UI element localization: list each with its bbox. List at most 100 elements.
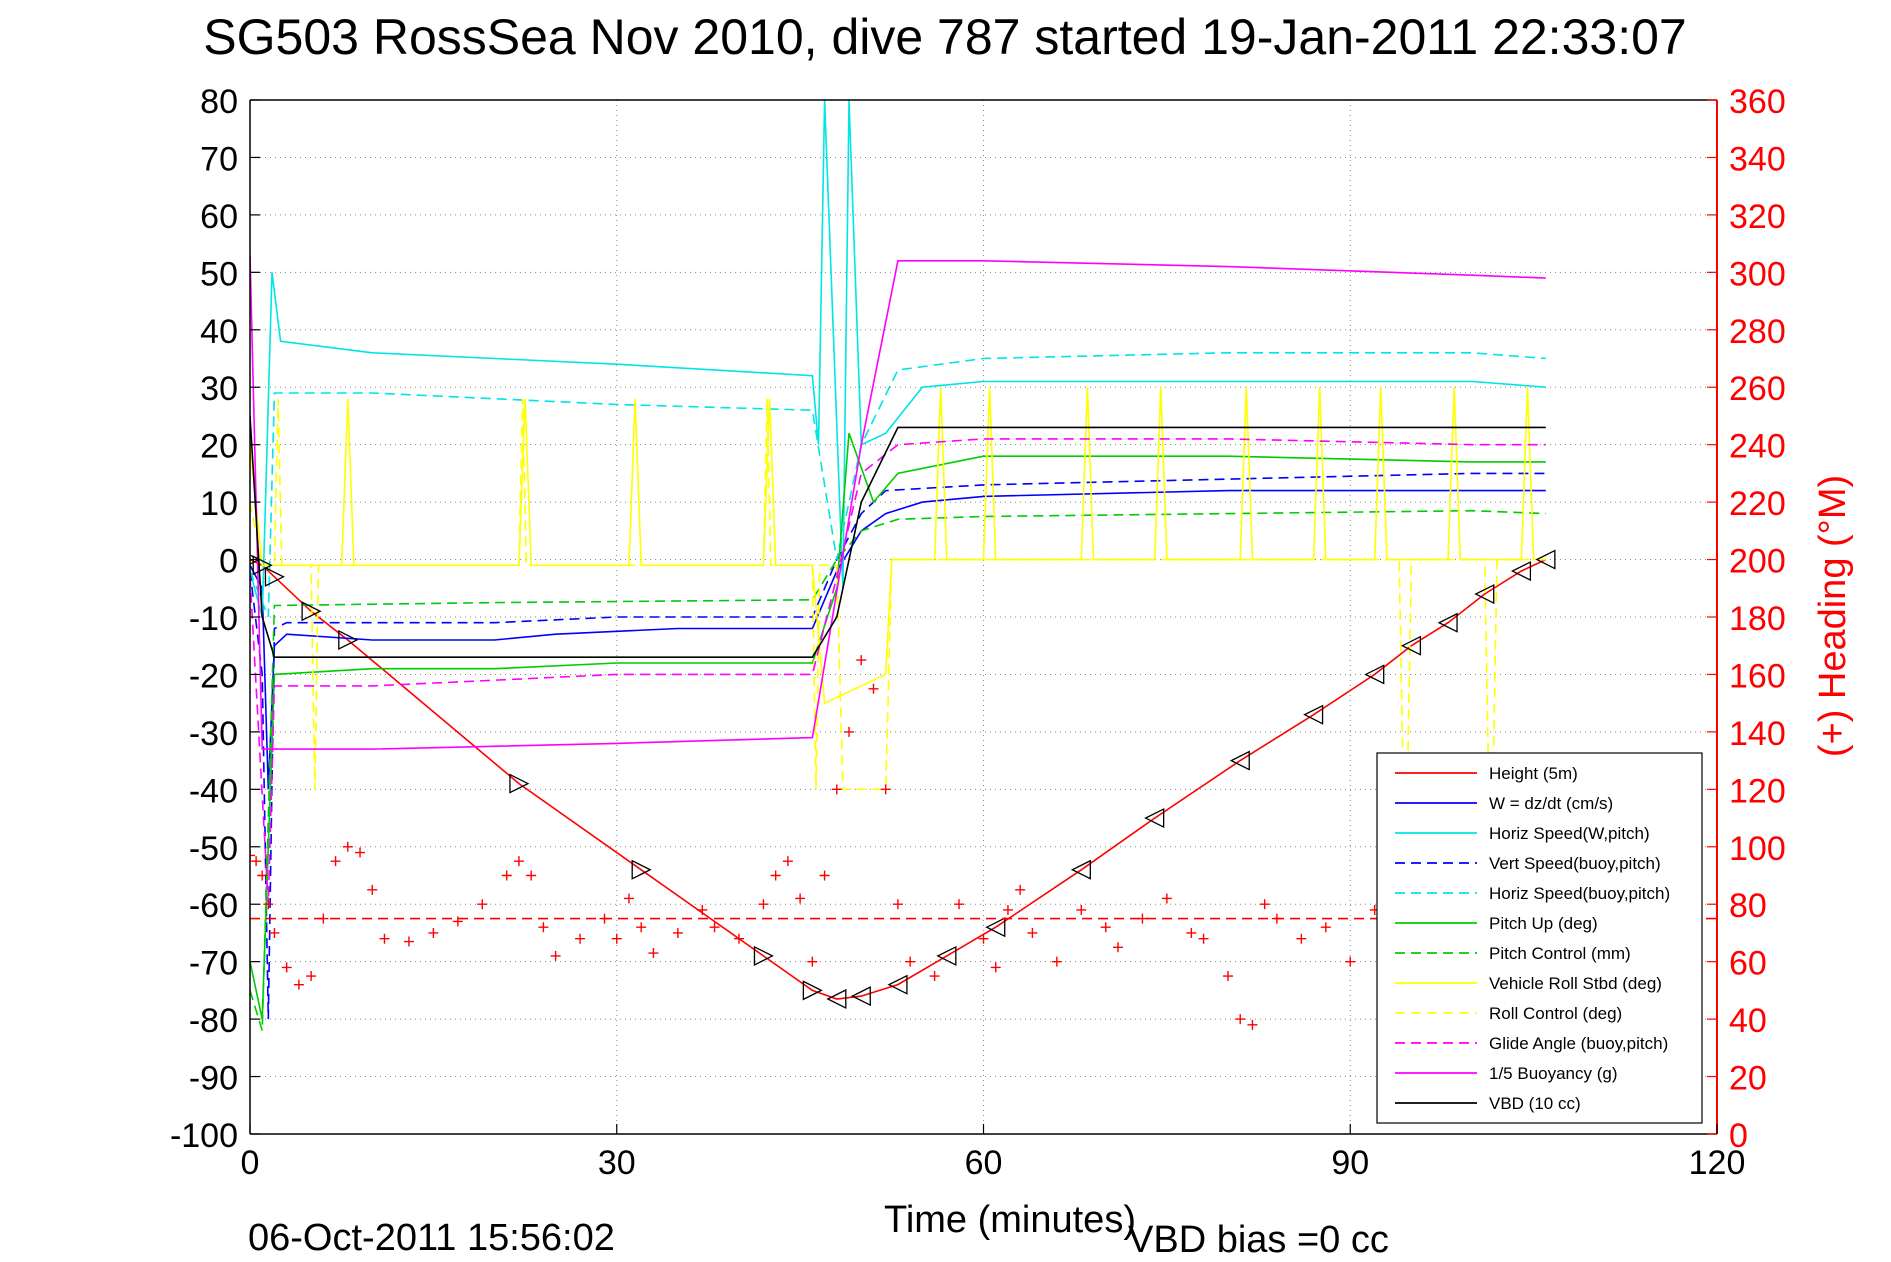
height-marker-18 <box>1364 664 1385 685</box>
heading-point-45 <box>905 956 916 967</box>
heading-point-22 <box>550 950 561 961</box>
heading-point-37 <box>807 956 818 967</box>
heading-point-35 <box>782 856 793 867</box>
legend-label-9: Glide Angle (buoy,pitch) <box>1489 1034 1668 1053</box>
height-marker-19 <box>1400 635 1422 656</box>
heading-point-8 <box>318 913 329 924</box>
height-marker-9 <box>826 988 847 1010</box>
heading-point-42 <box>868 683 879 694</box>
right-tick-label-7: 220 <box>1729 485 1786 523</box>
heading-point-24 <box>599 913 610 924</box>
series-line-8 <box>250 398 1546 905</box>
heading-point-9 <box>330 856 341 867</box>
heading-point-26 <box>623 893 634 904</box>
series-line-7 <box>250 387 1546 705</box>
heading-point-46 <box>929 971 940 982</box>
right-tick-label-14: 80 <box>1729 887 1767 925</box>
height-marker-16 <box>1229 750 1250 771</box>
right-tick-label-18: 0 <box>1729 1117 1748 1155</box>
left-tick-label-9: -10 <box>189 600 238 638</box>
heading-point-10 <box>342 841 353 852</box>
series-line-2 <box>250 100 1546 618</box>
vbd-bias-label: VBD bias =0 cc <box>1128 1219 1389 1261</box>
legend-label-2: Horiz Speed(W,pitch) <box>1489 824 1650 843</box>
heading-point-23 <box>575 933 586 944</box>
heading-point-25 <box>611 933 622 944</box>
right-tick-label-13: 100 <box>1729 830 1786 868</box>
footer-timestamp: 06-Oct-2011 15:56:02 <box>248 1217 615 1259</box>
heading-point-48 <box>978 933 989 944</box>
heading-point-31 <box>709 922 720 933</box>
series-line-5 <box>250 432 1546 1020</box>
right-tick-label-8: 200 <box>1729 543 1786 581</box>
right-tick-label-3: 300 <box>1729 255 1786 293</box>
series-line-10 <box>250 255 1546 750</box>
x-axis-label: Time (minutes) <box>884 1199 1136 1241</box>
heading-point-3 <box>263 899 274 910</box>
legend-label-10: 1/5 Buoyancy (g) <box>1489 1064 1618 1083</box>
left-tick-label-13: -50 <box>189 830 238 868</box>
right-tick-label-6: 240 <box>1729 428 1786 466</box>
heading-point-20 <box>526 870 537 881</box>
chart-title: SG503 RossSea Nov 2010, dive 787 started… <box>203 9 1686 65</box>
heading-point-65 <box>1271 913 1282 924</box>
left-tick-label-4: 40 <box>200 313 238 351</box>
heading-point-17 <box>477 899 488 910</box>
legend: Height (5m) W = dz/dt (cm/s) Horiz Speed(W… <box>1376 752 1703 1124</box>
heading-point-41 <box>856 655 867 666</box>
heading-point-56 <box>1112 942 1123 953</box>
height-marker-8 <box>802 980 823 1001</box>
right-axis-label: (+) Heading (°M) <box>1812 475 1854 757</box>
height-marker-1 <box>252 555 273 576</box>
height-marker-15 <box>1144 808 1165 829</box>
heading-point-51 <box>1015 884 1026 895</box>
heading-point-19 <box>513 856 524 867</box>
heading-point-55 <box>1100 922 1111 933</box>
legend-label-1: W = dz/dt (cm/s) <box>1489 794 1613 813</box>
left-tick-label-17: -90 <box>189 1060 238 1098</box>
heading-point-57 <box>1137 913 1148 924</box>
heading-point-62 <box>1235 1014 1246 1025</box>
heading-point-60 <box>1198 933 1209 944</box>
heading-point-43 <box>880 784 891 795</box>
height-marker-2 <box>264 566 285 587</box>
heading-point-21 <box>538 922 549 933</box>
left-tick-label-2: 60 <box>200 198 238 236</box>
plot-area: 80706050403020100-10-20-30-40-50-60-70-8… <box>170 83 1786 1182</box>
series-line-0 <box>250 558 1547 1000</box>
left-tick-label-0: 80 <box>200 83 238 121</box>
heading-point-34 <box>770 870 781 881</box>
legend-label-6: Pitch Control (mm) <box>1489 944 1631 963</box>
right-tick-label-5: 260 <box>1729 370 1786 408</box>
left-tick-label-6: 20 <box>200 428 238 466</box>
left-tick-label-1: 70 <box>200 140 238 178</box>
height-marker-7 <box>753 945 774 966</box>
heading-point-28 <box>648 948 659 959</box>
heading-point-30 <box>697 904 708 915</box>
heading-point-16 <box>452 916 463 927</box>
series-line-6 <box>250 509 1546 1031</box>
left-tick-label-18: -100 <box>170 1117 238 1155</box>
height-marker-12 <box>936 945 957 966</box>
legend-label-11: VBD (10 cc) <box>1489 1094 1581 1113</box>
bottom-tick-label-3: 90 <box>1331 1144 1369 1182</box>
height-marker-5 <box>509 773 530 794</box>
legend-label-8: Roll Control (deg) <box>1489 1004 1622 1023</box>
heading-point-66 <box>1296 933 1307 944</box>
legend-label-3: Vert Speed(buoy,pitch) <box>1489 854 1661 873</box>
heading-point-1 <box>251 856 262 867</box>
legend-box <box>1376 752 1703 1124</box>
right-tick-label-17: 20 <box>1729 1060 1767 1098</box>
legend-label-7: Vehicle Roll Stbd (deg) <box>1489 974 1662 993</box>
heading-point-11 <box>355 847 366 858</box>
heading-point-15 <box>428 927 439 938</box>
height-marker-10 <box>850 986 871 1007</box>
height-marker-22 <box>1510 560 1532 582</box>
left-tick-label-10: -20 <box>189 657 238 695</box>
left-tick-label-12: -40 <box>189 772 238 810</box>
heading-point-49 <box>990 962 1001 973</box>
left-tick-label-8: 0 <box>219 543 238 581</box>
right-tick-label-10: 160 <box>1729 657 1786 695</box>
right-tick-label-16: 40 <box>1729 1002 1767 1040</box>
